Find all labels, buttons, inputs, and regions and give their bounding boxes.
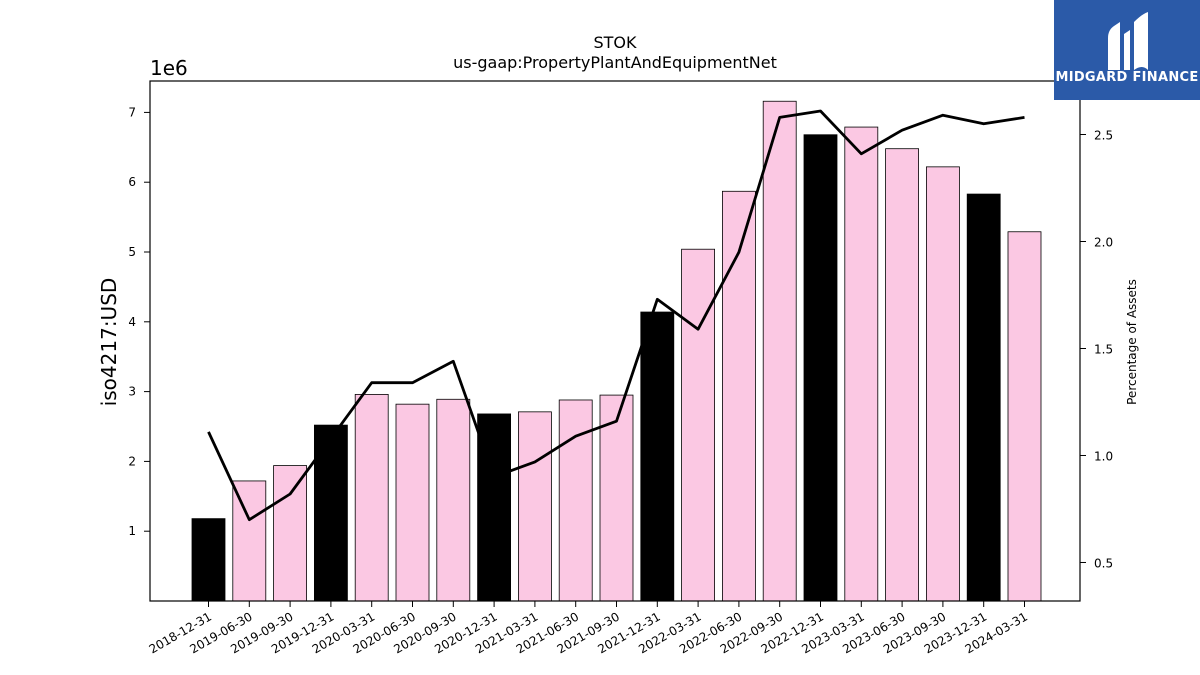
bar-2023-12-31 xyxy=(966,193,1001,602)
chart-title: STOK xyxy=(593,33,637,52)
bar-2023-06-30 xyxy=(885,148,919,602)
chart-subtitle: us-gaap:PropertyPlantAndEquipmentNet xyxy=(453,53,777,72)
y-axis-label: iso4217:USD xyxy=(97,278,121,407)
y2-tick-label-1.0: 1.0 xyxy=(1094,449,1113,463)
y-tick-label-6: 6 xyxy=(128,175,136,189)
bar-2019-12-31 xyxy=(313,424,348,602)
bar-2022-09-30 xyxy=(762,100,797,602)
y2-tick-label-1.5: 1.5 xyxy=(1094,342,1113,356)
line-group xyxy=(207,109,1025,522)
bar-2023-03-31 xyxy=(844,126,879,602)
bar-2022-03-31 xyxy=(681,248,715,602)
y-tick-label-1: 1 xyxy=(128,524,136,538)
bar-2021-06-30 xyxy=(558,399,593,602)
bar-2021-03-31 xyxy=(518,411,552,602)
brand-logo: MIDGARD FINANCE xyxy=(1054,0,1200,100)
percentage-line xyxy=(207,109,1025,522)
y-tick-label-5: 5 xyxy=(128,245,136,259)
y-tick-label-3: 3 xyxy=(128,385,136,399)
midgard-logo-icon xyxy=(1108,12,1148,70)
bar-2024-03-31 xyxy=(1007,231,1042,602)
y2-tick-label-2.5: 2.5 xyxy=(1094,128,1113,142)
bar-2020-03-31 xyxy=(354,393,389,602)
bar-2019-06-30 xyxy=(232,480,267,602)
y2-tick-label-2.0: 2.0 xyxy=(1094,235,1113,249)
bar-2020-06-30 xyxy=(395,403,430,602)
bar-2018-12-31 xyxy=(191,518,226,602)
plot-frame xyxy=(149,80,1081,602)
bar-2022-06-30 xyxy=(722,190,756,602)
y-tick-label-4: 4 xyxy=(128,315,136,329)
y2-axis-label: Percentage of Assets xyxy=(1125,279,1139,405)
bar-2022-12-31 xyxy=(803,134,838,602)
y2-tick-label-0.5: 0.5 xyxy=(1094,556,1113,570)
y-tick-label-7: 7 xyxy=(128,105,136,119)
bar-2021-12-31 xyxy=(640,311,675,602)
bars-group xyxy=(191,100,1042,602)
brand-name: MIDGARD FINANCE xyxy=(1055,70,1198,85)
y-offset-label: 1e6 xyxy=(150,56,188,80)
y-tick-label-2: 2 xyxy=(128,454,136,468)
bar-2023-09-30 xyxy=(926,166,960,602)
bar-2020-09-30 xyxy=(436,398,471,602)
bar-2021-09-30 xyxy=(599,394,634,602)
bar-2019-09-30 xyxy=(273,465,308,602)
